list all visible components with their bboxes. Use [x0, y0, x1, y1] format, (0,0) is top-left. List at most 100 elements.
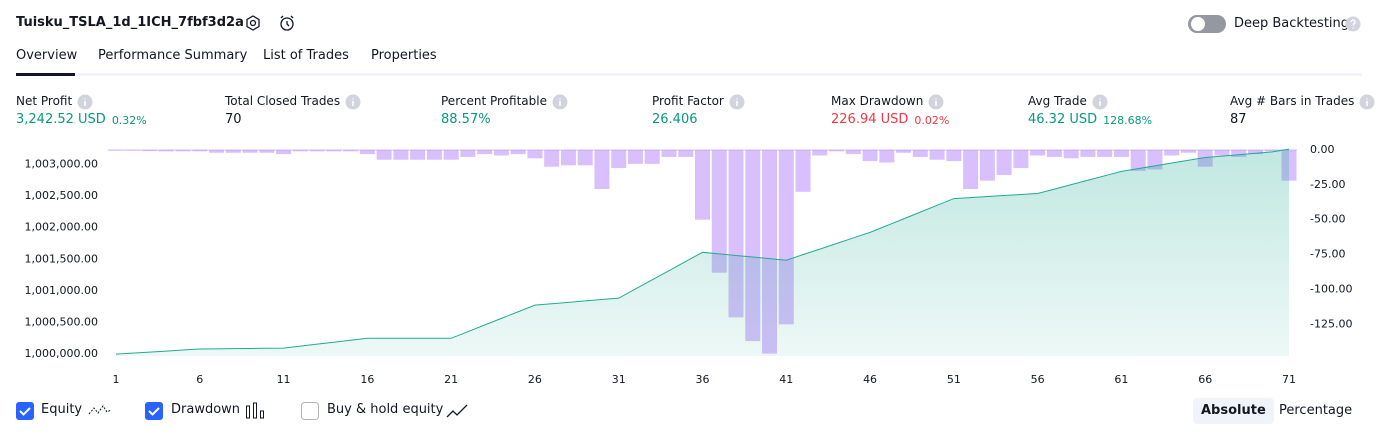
drawdown-icon [246, 402, 264, 419]
drawdown-bar [560, 149, 576, 166]
mode-button-active[interactable]: Absolute [1193, 398, 1274, 424]
metric-value: 26.406 [652, 112, 698, 127]
x-tick-label: 16 [360, 373, 374, 386]
drawdown-bar [108, 149, 124, 151]
metric-change: 0.02% [914, 114, 950, 127]
info-icon[interactable] [1359, 94, 1375, 110]
drawdown-bar [695, 149, 710, 220]
drawdown-bar [376, 149, 392, 160]
drawdown-bar [1030, 149, 1046, 156]
drawdown-bar [393, 149, 409, 160]
x-tick-label: 56 [1031, 373, 1045, 386]
drawdown-bar [845, 149, 861, 155]
drawdown-bar [443, 149, 459, 160]
x-tick-label: 31 [612, 373, 626, 386]
drawdown-bar [326, 149, 342, 152]
metric-change: 128.68% [1103, 114, 1153, 127]
x-tick-label: 71 [1282, 373, 1296, 386]
active-tab-underline [16, 73, 75, 76]
equity-line [115, 148, 1290, 355]
drawdown-bar [1080, 149, 1096, 157]
tab[interactable]: List of Trades [263, 48, 349, 63]
y-tick-label: 1,000,000.00 [25, 347, 98, 360]
info-icon[interactable] [1092, 94, 1108, 110]
y2-tick-label: -25.00 [1310, 178, 1345, 191]
metric-label: Profit Factor [652, 94, 724, 108]
help-icon[interactable] [1345, 16, 1363, 34]
drawdown-bar [259, 149, 275, 153]
y-tick-label: 1,002,500.00 [25, 189, 98, 202]
alert-icon[interactable] [280, 15, 294, 31]
drawdown-bar [711, 149, 727, 273]
equity-icon [88, 405, 112, 415]
x-tick-label: 6 [196, 373, 203, 386]
drawdown-bar [1264, 149, 1280, 152]
drawdown-bar [477, 149, 493, 155]
drawdown-bar [410, 149, 426, 160]
x-tick-label: 11 [277, 373, 291, 386]
drawdown-bar [125, 149, 141, 151]
drawdown-bar [946, 149, 962, 162]
drawdown-bar [1113, 149, 1129, 157]
info-icon[interactable] [928, 94, 944, 110]
checkbox-unchecked[interactable] [301, 402, 321, 422]
x-tick-label: 21 [444, 373, 458, 386]
legend-label: Buy & hold equity [327, 402, 444, 417]
drawdown-bar [627, 149, 643, 164]
drawdown-bar [276, 149, 292, 155]
drawdown-bar [175, 149, 191, 152]
y-tick-label: 1,001,500.00 [25, 252, 98, 265]
drawdown-bar [862, 149, 878, 162]
drawdown-bar [527, 149, 543, 159]
settings-icon[interactable] [246, 15, 260, 31]
tab[interactable]: Overview [16, 48, 78, 63]
drawdown-bar [1063, 149, 1079, 159]
y2-tick-label: -50.00 [1310, 213, 1345, 226]
drawdown-bar [242, 149, 258, 153]
drawdown-bar [929, 149, 945, 160]
metric-value: 3,242.52 USD [16, 112, 106, 127]
y2-tick-label: -75.00 [1310, 248, 1345, 261]
drawdown-bar [225, 149, 241, 153]
drawdown-bar [309, 149, 325, 152]
y-tick-label: 1,000,500.00 [25, 315, 98, 328]
drawdown-bar [359, 149, 375, 155]
x-tick-label: 36 [696, 373, 710, 386]
y2-tick-label: 0.00 [1310, 143, 1335, 156]
drawdown-bar [594, 149, 610, 190]
tab[interactable]: Performance Summary [98, 48, 248, 63]
drawdown-bar [544, 149, 560, 167]
drawdown-bar [1130, 149, 1146, 171]
buy-hold-icon [446, 404, 468, 418]
metric-value: 88.57% [441, 112, 491, 127]
drawdown-bar [963, 149, 979, 190]
drawdown-bar [426, 149, 442, 160]
tab[interactable]: Properties [371, 48, 437, 63]
metric-label: Avg Trade [1028, 94, 1087, 108]
metric-label: Total Closed Trades [225, 94, 341, 108]
mode-button[interactable]: Percentage [1279, 403, 1353, 418]
deep-backtesting-toggle[interactable] [1187, 13, 1227, 35]
x-tick-label: 46 [863, 373, 877, 386]
x-tick-label: 41 [779, 373, 793, 386]
tab-divider [16, 73, 1362, 76]
info-icon[interactable] [729, 94, 745, 110]
drawdown-bar [812, 149, 828, 156]
metric-label: Net Profit [16, 94, 73, 108]
drawdown-bar [292, 149, 308, 152]
chart: 1,000,000.00 1,000,500.00 1,001,000.00 1,00… [25, 143, 1353, 386]
checkbox-checked[interactable] [145, 402, 165, 422]
checkbox-checked[interactable] [16, 402, 36, 422]
drawdown-bar [510, 149, 526, 155]
drawdown-bar [912, 149, 928, 157]
header-icons [246, 15, 294, 31]
info-icon[interactable] [345, 94, 361, 110]
legend-label: Drawdown [171, 402, 241, 417]
info-icon[interactable] [552, 94, 568, 110]
info-icon[interactable] [77, 94, 93, 110]
drawdown-bar [1164, 149, 1180, 156]
drawdown-bar [996, 149, 1012, 176]
metric-label: Percent Profitable [441, 94, 547, 108]
drawdown-bar [460, 149, 476, 157]
x-tick-label: 51 [947, 373, 961, 386]
